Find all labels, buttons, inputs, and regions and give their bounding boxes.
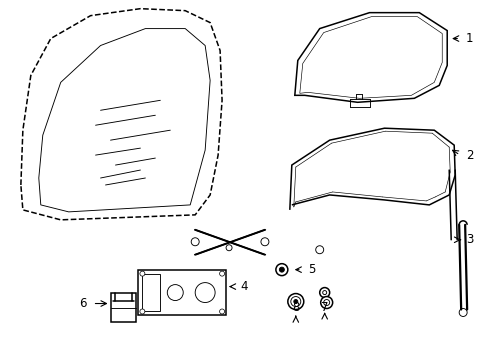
- Text: 1: 1: [465, 32, 473, 45]
- Text: 5: 5: [307, 263, 314, 276]
- Bar: [142, 274, 160, 311]
- Circle shape: [140, 271, 144, 276]
- Circle shape: [195, 283, 215, 302]
- Text: 7: 7: [320, 301, 328, 315]
- Text: 4: 4: [240, 280, 247, 293]
- Circle shape: [319, 288, 329, 298]
- Circle shape: [191, 238, 199, 246]
- Circle shape: [315, 246, 323, 254]
- Circle shape: [225, 245, 232, 251]
- Circle shape: [279, 267, 284, 272]
- Circle shape: [290, 297, 300, 306]
- Circle shape: [219, 271, 224, 276]
- Text: 6: 6: [79, 297, 86, 310]
- Circle shape: [275, 264, 287, 276]
- Text: 3: 3: [465, 233, 472, 246]
- Circle shape: [219, 309, 224, 314]
- Bar: [138, 270, 225, 315]
- Circle shape: [320, 297, 332, 309]
- Circle shape: [140, 309, 144, 314]
- Circle shape: [293, 300, 297, 303]
- Text: 8: 8: [291, 301, 299, 315]
- Circle shape: [458, 309, 466, 316]
- Circle shape: [287, 293, 303, 310]
- Circle shape: [261, 238, 268, 246]
- Circle shape: [167, 285, 183, 301]
- Text: 2: 2: [465, 149, 473, 162]
- Bar: [110, 293, 136, 323]
